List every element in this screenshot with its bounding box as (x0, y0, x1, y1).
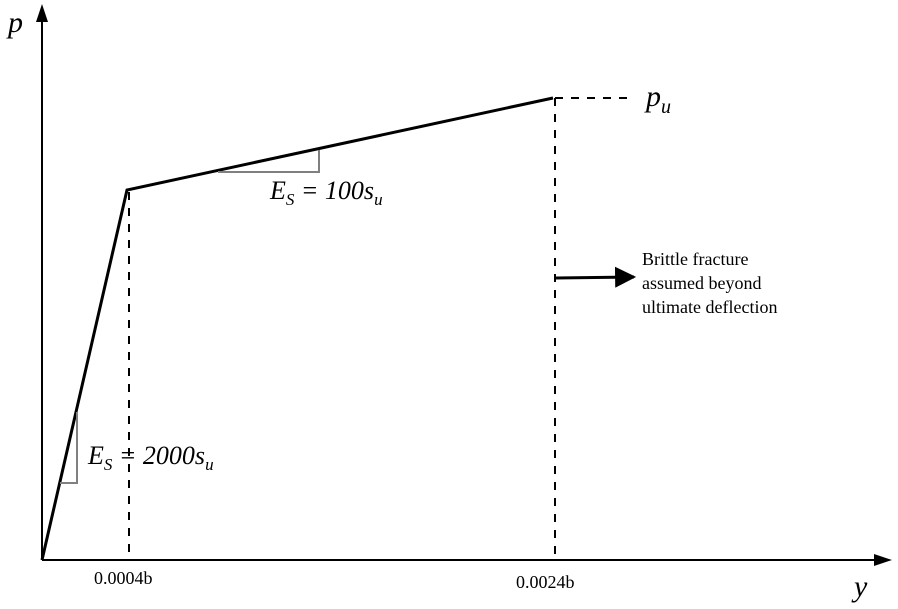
note-line-1: Brittle fracture (642, 249, 748, 269)
ultimate-load-label: pu (644, 80, 671, 118)
y-axis-label: p (6, 6, 23, 39)
upper-slope-label: ES = 100su (269, 176, 383, 209)
tick-label-ultimate: 0.0024b (516, 572, 575, 592)
note-line-2: assumed beyond (642, 273, 761, 293)
y-axis-arrowhead (36, 4, 48, 22)
lower-slope-triangle (60, 412, 78, 484)
note-line-3: ultimate deflection (642, 297, 777, 317)
x-axis-arrowhead (874, 554, 892, 566)
lower-slope-label: ES = 2000su (87, 441, 214, 474)
x-axis-label: y (851, 570, 868, 603)
tick-label-yield: 0.0004b (94, 568, 153, 588)
upper-slope-triangle (218, 150, 320, 173)
load-deflection-curve (40, 96, 554, 561)
note-arrow (555, 266, 637, 288)
